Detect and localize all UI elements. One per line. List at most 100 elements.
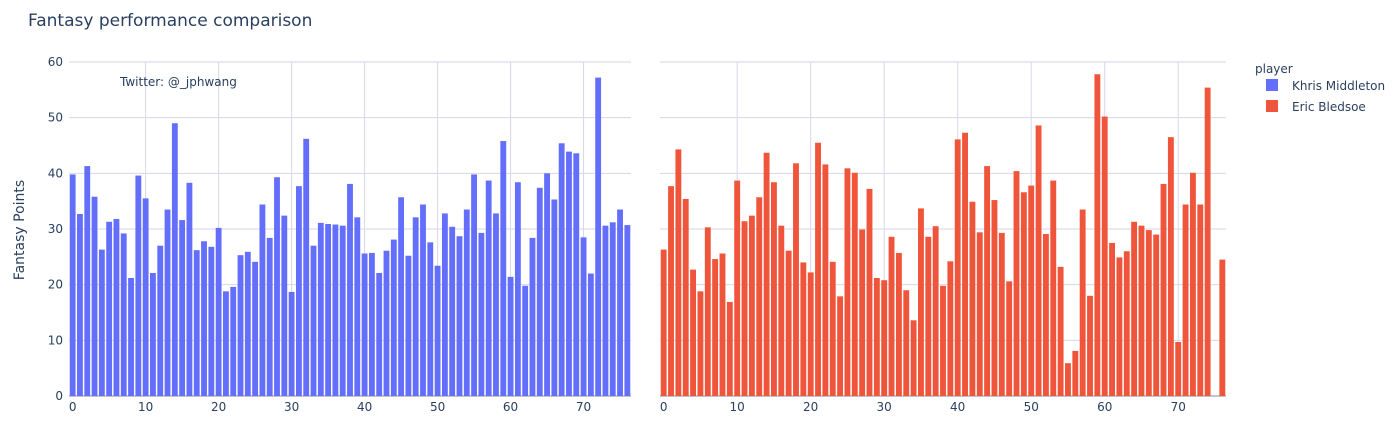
bar-eric-bledsoe-29[interactable] xyxy=(873,277,880,396)
bar-eric-bledsoe-20[interactable] xyxy=(807,272,814,396)
bar-khris-middleton-21[interactable] xyxy=(223,291,229,396)
bar-khris-middleton-11[interactable] xyxy=(150,272,156,396)
bar-eric-bledsoe-18[interactable] xyxy=(793,163,799,396)
bar-eric-bledsoe-7[interactable] xyxy=(712,259,719,396)
bar-eric-bledsoe-68[interactable] xyxy=(1160,183,1167,396)
bar-khris-middleton-27[interactable] xyxy=(266,237,273,396)
bar-eric-bledsoe-51[interactable] xyxy=(1035,125,1042,397)
bar-khris-middleton-65[interactable] xyxy=(544,173,550,396)
bar-khris-middleton-54[interactable] xyxy=(463,209,470,396)
bar-khris-middleton-51[interactable] xyxy=(441,213,448,396)
bar-eric-bledsoe-63[interactable] xyxy=(1123,251,1130,396)
bar-khris-middleton-53[interactable] xyxy=(456,236,463,396)
bar-eric-bledsoe-2[interactable] xyxy=(675,149,682,396)
bar-khris-middleton-62[interactable] xyxy=(522,285,529,396)
bar-khris-middleton-47[interactable] xyxy=(412,217,419,396)
bar-eric-bledsoe-64[interactable] xyxy=(1131,221,1138,396)
legend-item-eric-bledsoe[interactable]: Eric Bledsoe xyxy=(1266,100,1366,114)
bar-khris-middleton-46[interactable] xyxy=(405,255,412,396)
bar-khris-middleton-34[interactable] xyxy=(317,222,324,396)
bar-eric-bledsoe-17[interactable] xyxy=(785,250,792,396)
bar-eric-bledsoe-23[interactable] xyxy=(829,261,836,396)
bar-eric-bledsoe-66[interactable] xyxy=(1145,230,1152,396)
bar-khris-middleton-41[interactable] xyxy=(368,252,375,396)
bar-eric-bledsoe-69[interactable] xyxy=(1167,137,1174,396)
bar-khris-middleton-63[interactable] xyxy=(529,237,536,396)
bar-eric-bledsoe-46[interactable] xyxy=(998,232,1005,396)
bar-eric-bledsoe-8[interactable] xyxy=(719,253,726,396)
bar-khris-middleton-20[interactable] xyxy=(215,227,222,396)
bar-eric-bledsoe-31[interactable] xyxy=(888,236,895,396)
bar-eric-bledsoe-25[interactable] xyxy=(844,168,851,396)
bar-khris-middleton-10[interactable] xyxy=(142,198,149,396)
bar-khris-middleton-48[interactable] xyxy=(420,204,426,396)
bar-khris-middleton-60[interactable] xyxy=(507,276,514,396)
bar-khris-middleton-56[interactable] xyxy=(478,232,485,396)
bar-eric-bledsoe-35[interactable] xyxy=(918,208,924,396)
bar-eric-bledsoe-12[interactable] xyxy=(748,215,755,396)
bar-eric-bledsoe-52[interactable] xyxy=(1042,234,1049,396)
bar-eric-bledsoe-22[interactable] xyxy=(822,164,829,396)
bar-eric-bledsoe-39[interactable] xyxy=(947,261,954,396)
bar-eric-bledsoe-73[interactable] xyxy=(1197,204,1204,396)
bar-khris-middleton-50[interactable] xyxy=(434,265,441,396)
bar-eric-bledsoe-6[interactable] xyxy=(704,227,711,396)
bar-eric-bledsoe-38[interactable] xyxy=(940,285,946,396)
bar-eric-bledsoe-61[interactable] xyxy=(1109,242,1116,396)
bar-khris-middleton-37[interactable] xyxy=(339,225,346,396)
bar-khris-middleton-29[interactable] xyxy=(281,215,288,396)
bar-eric-bledsoe-0[interactable] xyxy=(660,249,667,396)
bar-eric-bledsoe-74[interactable] xyxy=(1204,87,1211,397)
bar-eric-bledsoe-5[interactable] xyxy=(697,291,704,396)
bar-eric-bledsoe-26[interactable] xyxy=(851,172,858,396)
bar-eric-bledsoe-50[interactable] xyxy=(1028,185,1035,396)
bar-eric-bledsoe-33[interactable] xyxy=(903,290,910,396)
bar-eric-bledsoe-28[interactable] xyxy=(866,188,873,396)
bar-eric-bledsoe-62[interactable] xyxy=(1116,257,1123,396)
bar-eric-bledsoe-9[interactable] xyxy=(726,301,733,396)
bar-khris-middleton-14[interactable] xyxy=(171,123,178,396)
bar-eric-bledsoe-11[interactable] xyxy=(741,221,748,396)
bar-eric-bledsoe-37[interactable] xyxy=(932,226,939,396)
bar-eric-bledsoe-54[interactable] xyxy=(1057,266,1064,396)
bar-khris-middleton-4[interactable] xyxy=(98,249,105,396)
bar-khris-middleton-24[interactable] xyxy=(244,251,251,396)
bar-khris-middleton-70[interactable] xyxy=(580,237,587,396)
bar-eric-bledsoe-59[interactable] xyxy=(1094,74,1101,396)
bar-eric-bledsoe-24[interactable] xyxy=(837,296,844,396)
bar-khris-middleton-18[interactable] xyxy=(201,241,207,396)
bar-khris-middleton-33[interactable] xyxy=(310,245,317,396)
bar-khris-middleton-30[interactable] xyxy=(288,291,295,396)
bar-eric-bledsoe-34[interactable] xyxy=(910,320,917,396)
bar-khris-middleton-6[interactable] xyxy=(113,218,120,396)
bar-khris-middleton-13[interactable] xyxy=(164,209,171,396)
bar-eric-bledsoe-1[interactable] xyxy=(668,186,674,396)
bar-eric-bledsoe-13[interactable] xyxy=(756,197,763,396)
bar-khris-middleton-57[interactable] xyxy=(485,180,492,396)
legend[interactable]: player Khris Middleton Eric Bledsoe xyxy=(1255,62,1385,114)
bar-khris-middleton-0[interactable] xyxy=(69,174,76,396)
bar-khris-middleton-12[interactable] xyxy=(157,245,164,396)
bar-khris-middleton-68[interactable] xyxy=(566,151,572,396)
bar-eric-bledsoe-72[interactable] xyxy=(1189,172,1196,396)
bar-khris-middleton-66[interactable] xyxy=(551,199,558,396)
bar-khris-middleton-43[interactable] xyxy=(383,250,390,396)
bar-eric-bledsoe-45[interactable] xyxy=(991,200,998,396)
bar-eric-bledsoe-42[interactable] xyxy=(969,201,976,396)
bar-khris-middleton-40[interactable] xyxy=(361,253,368,396)
bar-khris-middleton-3[interactable] xyxy=(91,196,98,396)
bar-khris-middleton-19[interactable] xyxy=(208,246,215,396)
bar-eric-bledsoe-71[interactable] xyxy=(1182,204,1189,396)
bar-khris-middleton-39[interactable] xyxy=(354,217,361,396)
bar-khris-middleton-76[interactable] xyxy=(624,225,631,396)
bar-eric-bledsoe-16[interactable] xyxy=(778,225,785,396)
bar-khris-middleton-72[interactable] xyxy=(595,77,602,396)
bar-khris-middleton-17[interactable] xyxy=(193,250,200,396)
bar-eric-bledsoe-53[interactable] xyxy=(1050,180,1057,396)
bar-eric-bledsoe-76[interactable] xyxy=(1219,259,1226,396)
bar-khris-middleton-8[interactable] xyxy=(128,277,134,396)
bar-eric-bledsoe-15[interactable] xyxy=(770,182,777,396)
bar-eric-bledsoe-57[interactable] xyxy=(1079,209,1086,396)
bar-eric-bledsoe-58[interactable] xyxy=(1087,295,1093,396)
bar-khris-middleton-42[interactable] xyxy=(376,272,383,396)
